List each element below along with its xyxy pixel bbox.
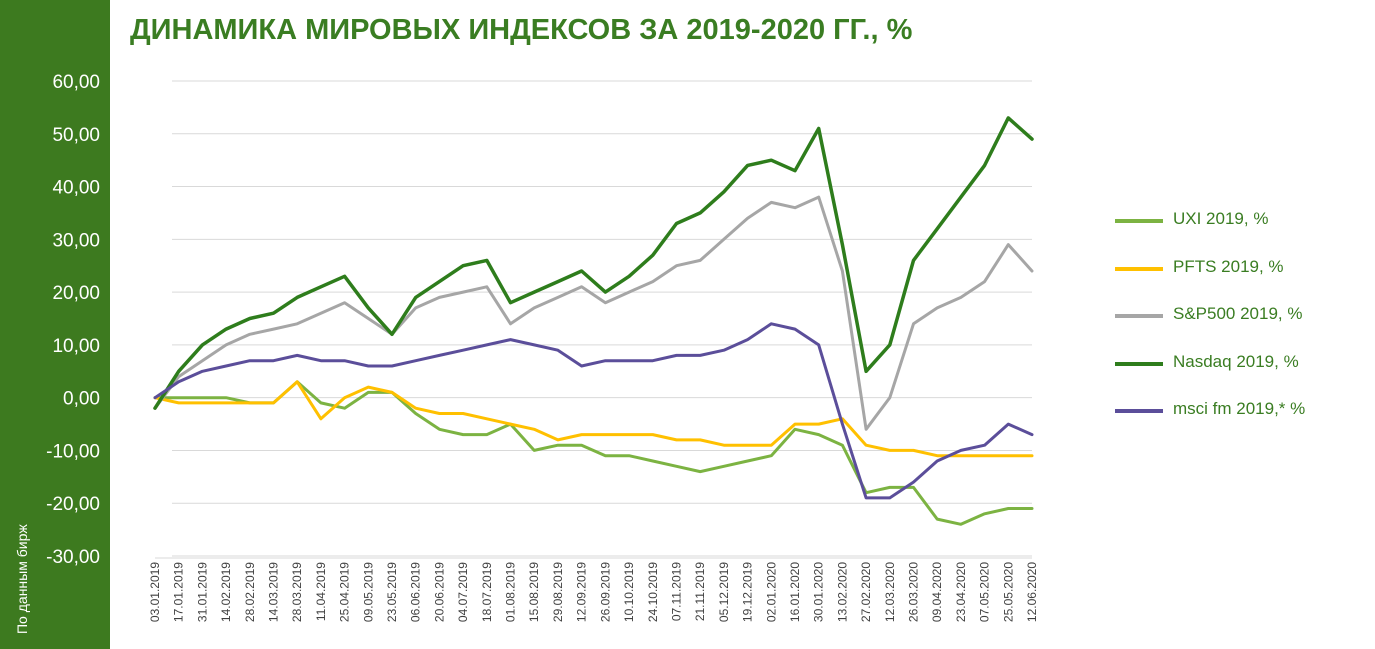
x-tick-label: 24.10.2019 [646, 562, 660, 622]
x-tick-label: 30.01.2020 [812, 562, 826, 622]
x-tick-label: 31.01.2019 [195, 562, 209, 622]
x-tick-label: 04.07.2019 [456, 562, 470, 622]
legend-label-uxi: UXI 2019, % [1173, 209, 1269, 228]
y-tick-label: 50,00 [52, 125, 100, 146]
series-line-2 [153, 195, 1034, 431]
x-tick-label: 13.02.2020 [835, 562, 849, 622]
series-line-3 [153, 116, 1034, 410]
x-tick-label: 18.07.2019 [480, 562, 494, 622]
legend-item-pfts: PFTS 2019, % [1115, 253, 1355, 301]
x-tick-label: 12.06.2020 [1025, 562, 1039, 622]
series-line-4 [153, 322, 1034, 500]
x-tick-label: 21.11.2019 [693, 562, 707, 621]
x-tick-label: 14.02.2019 [219, 562, 233, 622]
x-tick-label: 12.09.2019 [575, 562, 589, 622]
x-tick-label: 01.08.2019 [504, 562, 518, 622]
x-tick-label: 23.05.2019 [385, 562, 399, 622]
y-tick-label: 0,00 [63, 389, 100, 410]
legend-swatch-msci [1115, 409, 1163, 413]
legend: UXI 2019, % PFTS 2019, % S&P500 2019, % … [1115, 205, 1355, 443]
x-tick-label: 11.04.2019 [314, 562, 328, 621]
x-tick-label: 14.03.2019 [267, 562, 281, 622]
x-tick-label: 25.04.2019 [338, 562, 352, 622]
legend-label-sp500: S&P500 2019, % [1173, 304, 1303, 323]
legend-swatch-nasdaq [1115, 361, 1163, 366]
x-tick-label: 10.10.2019 [622, 562, 636, 622]
legend-label-msci: msci fm 2019,* % [1173, 399, 1306, 418]
legend-label-nasdaq: Nasdaq 2019, % [1173, 351, 1299, 371]
sidebar-panel: По данным бирж [0, 0, 110, 649]
x-tick-label: 28.03.2019 [290, 562, 304, 622]
y-tick-label: -30,00 [46, 547, 100, 568]
y-tick-label: 40,00 [52, 178, 100, 199]
y-tick-label: 20,00 [52, 283, 100, 304]
legend-swatch-pfts [1115, 266, 1163, 271]
x-tick-label: 02.01.2020 [764, 562, 778, 622]
legend-label-pfts: PFTS 2019, % [1173, 256, 1284, 276]
legend-item-uxi: UXI 2019, % [1115, 205, 1355, 253]
x-tick-label: 07.05.2020 [978, 562, 992, 622]
y-tick-label: 60,00 [52, 72, 100, 93]
x-tick-label: 27.02.2020 [859, 562, 873, 622]
y-tick-label: 30,00 [52, 230, 100, 251]
x-tick-label: 26.03.2020 [906, 562, 920, 622]
x-tick-label: 26.09.2019 [598, 562, 612, 622]
x-tick-label: 28.02.2019 [243, 562, 257, 622]
y-tick-label: -10,00 [46, 441, 100, 462]
legend-swatch-uxi [1115, 219, 1163, 223]
chart-title: ДИНАМИКА МИРОВЫХ ИНДЕКСОВ ЗА 2019-2020 Г… [130, 14, 913, 46]
x-tick-label: 06.06.2019 [409, 562, 423, 622]
x-tick-label: 17.01.2019 [172, 562, 186, 622]
series-line-1 [153, 380, 1034, 458]
x-tick-label: 05.12.2019 [717, 562, 731, 622]
x-tick-label: 19.12.2019 [741, 562, 755, 622]
legend-item-nasdaq: Nasdaq 2019, % [1115, 348, 1355, 396]
legend-item-sp500: S&P500 2019, % [1115, 300, 1355, 348]
x-tick-label: 23.04.2020 [954, 562, 968, 622]
x-tick-label: 07.11.2019 [669, 562, 683, 621]
x-tick-label: 09.04.2020 [930, 562, 944, 622]
x-tick-label: 29.08.2019 [551, 562, 565, 622]
x-tick-label: 12.03.2020 [883, 562, 897, 622]
x-tick-label: 20.06.2019 [432, 562, 446, 622]
x-tick-label: 16.01.2020 [788, 562, 802, 622]
x-tick-label: 15.08.2019 [527, 562, 541, 622]
x-tick-label: 09.05.2019 [361, 562, 375, 622]
x-tick-label: 03.01.2019 [148, 562, 162, 622]
x-tick-label: 25.05.2020 [1001, 562, 1015, 622]
legend-item-msci: msci fm 2019,* % [1115, 395, 1355, 443]
legend-swatch-sp500 [1115, 314, 1163, 318]
y-tick-label: -20,00 [46, 494, 100, 515]
y-tick-label: 10,00 [52, 336, 100, 357]
